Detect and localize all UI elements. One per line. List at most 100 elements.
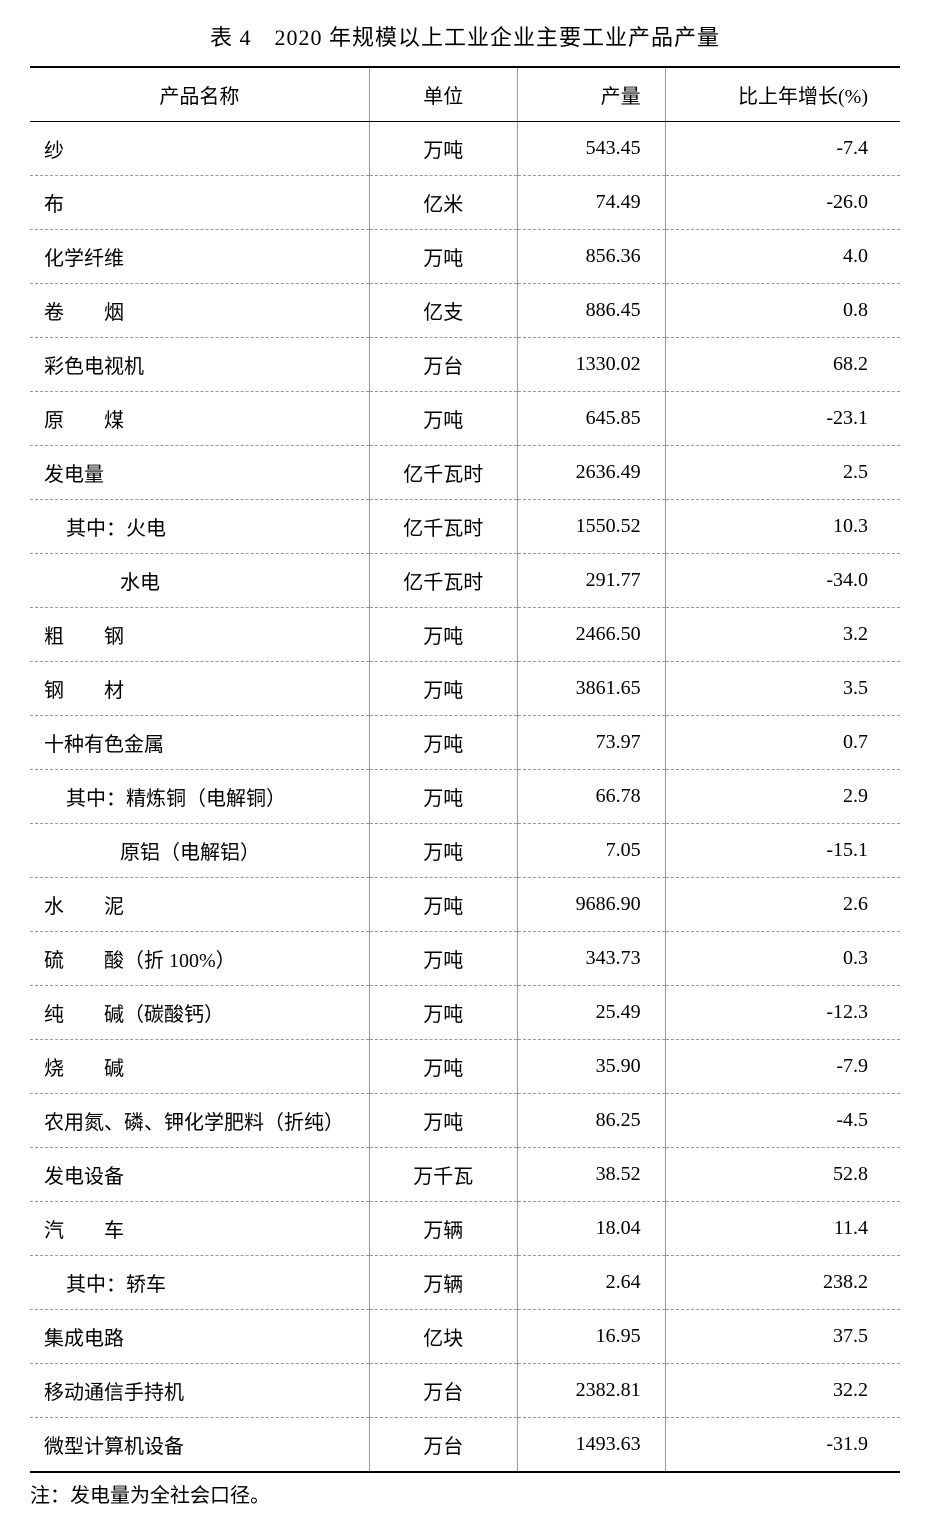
cell-unit: 万吨 (369, 932, 517, 986)
table-row: 十种有色金属万吨73.970.7 (30, 716, 900, 770)
cell-output: 35.90 (517, 1040, 665, 1094)
table-row: 钢 材万吨3861.653.5 (30, 662, 900, 716)
table-row: 其中：精炼铜（电解铜）万吨66.782.9 (30, 770, 900, 824)
cell-growth: -7.9 (665, 1040, 900, 1094)
cell-product-name: 其中：轿车 (30, 1256, 369, 1310)
cell-unit: 万吨 (369, 716, 517, 770)
cell-growth: 10.3 (665, 500, 900, 554)
cell-product-name: 移动通信手持机 (30, 1364, 369, 1418)
table-row: 卷 烟亿支886.450.8 (30, 284, 900, 338)
cell-growth: 11.4 (665, 1202, 900, 1256)
cell-growth: 2.6 (665, 878, 900, 932)
cell-unit: 亿块 (369, 1310, 517, 1364)
cell-product-name: 纯 碱（碳酸钙） (30, 986, 369, 1040)
table-row: 彩色电视机万台1330.0268.2 (30, 338, 900, 392)
col-header-unit: 单位 (369, 67, 517, 122)
cell-product-name: 十种有色金属 (30, 716, 369, 770)
cell-unit: 万吨 (369, 122, 517, 176)
cell-unit: 亿支 (369, 284, 517, 338)
cell-product-name: 发电量 (30, 446, 369, 500)
cell-unit: 万台 (369, 338, 517, 392)
cell-output: 886.45 (517, 284, 665, 338)
table-row: 布亿米74.49-26.0 (30, 176, 900, 230)
cell-growth: 32.2 (665, 1364, 900, 1418)
cell-unit: 亿千瓦时 (369, 500, 517, 554)
table-row: 纯 碱（碳酸钙）万吨25.49-12.3 (30, 986, 900, 1040)
cell-unit: 万吨 (369, 986, 517, 1040)
cell-output: 1330.02 (517, 338, 665, 392)
cell-output: 2382.81 (517, 1364, 665, 1418)
cell-output: 543.45 (517, 122, 665, 176)
cell-output: 74.49 (517, 176, 665, 230)
table-row: 水电亿千瓦时291.77-34.0 (30, 554, 900, 608)
cell-output: 86.25 (517, 1094, 665, 1148)
table-row: 其中：火电亿千瓦时1550.5210.3 (30, 500, 900, 554)
cell-growth: 2.5 (665, 446, 900, 500)
cell-unit: 亿千瓦时 (369, 554, 517, 608)
cell-growth: 0.3 (665, 932, 900, 986)
cell-growth: -26.0 (665, 176, 900, 230)
col-header-growth: 比上年增长(%) (665, 67, 900, 122)
table-header-row: 产品名称 单位 产量 比上年增长(%) (30, 67, 900, 122)
cell-product-name: 其中：火电 (30, 500, 369, 554)
cell-output: 73.97 (517, 716, 665, 770)
cell-product-name: 集成电路 (30, 1310, 369, 1364)
cell-unit: 万台 (369, 1418, 517, 1473)
table-row: 发电量亿千瓦时2636.492.5 (30, 446, 900, 500)
cell-product-name: 彩色电视机 (30, 338, 369, 392)
table-row: 移动通信手持机万台2382.8132.2 (30, 1364, 900, 1418)
cell-output: 1550.52 (517, 500, 665, 554)
cell-output: 18.04 (517, 1202, 665, 1256)
cell-product-name: 原 煤 (30, 392, 369, 446)
cell-unit: 万吨 (369, 1094, 517, 1148)
cell-product-name: 布 (30, 176, 369, 230)
cell-output: 66.78 (517, 770, 665, 824)
cell-product-name: 汽 车 (30, 1202, 369, 1256)
cell-output: 7.05 (517, 824, 665, 878)
cell-growth: 3.2 (665, 608, 900, 662)
cell-growth: 238.2 (665, 1256, 900, 1310)
table-row: 汽 车万辆18.0411.4 (30, 1202, 900, 1256)
cell-growth: 4.0 (665, 230, 900, 284)
cell-unit: 万辆 (369, 1202, 517, 1256)
table-row: 发电设备万千瓦38.5252.8 (30, 1148, 900, 1202)
cell-product-name: 硫 酸（折 100%） (30, 932, 369, 986)
cell-output: 291.77 (517, 554, 665, 608)
cell-output: 25.49 (517, 986, 665, 1040)
cell-product-name: 钢 材 (30, 662, 369, 716)
cell-unit: 亿米 (369, 176, 517, 230)
cell-growth: 68.2 (665, 338, 900, 392)
cell-output: 645.85 (517, 392, 665, 446)
table-row: 微型计算机设备万台1493.63-31.9 (30, 1418, 900, 1473)
table-row: 原铝（电解铝）万吨7.05-15.1 (30, 824, 900, 878)
cell-growth: 3.5 (665, 662, 900, 716)
col-header-product: 产品名称 (30, 67, 369, 122)
cell-growth: 52.8 (665, 1148, 900, 1202)
table-row: 农用氮、磷、钾化学肥料（折纯）万吨86.25-4.5 (30, 1094, 900, 1148)
table-row: 化学纤维万吨856.364.0 (30, 230, 900, 284)
cell-growth: -4.5 (665, 1094, 900, 1148)
cell-product-name: 农用氮、磷、钾化学肥料（折纯） (30, 1094, 369, 1148)
table-row: 烧 碱万吨35.90-7.9 (30, 1040, 900, 1094)
cell-unit: 万吨 (369, 608, 517, 662)
cell-unit: 亿千瓦时 (369, 446, 517, 500)
cell-growth: 37.5 (665, 1310, 900, 1364)
table-row: 水 泥万吨9686.902.6 (30, 878, 900, 932)
cell-product-name: 粗 钢 (30, 608, 369, 662)
cell-output: 3861.65 (517, 662, 665, 716)
cell-unit: 万吨 (369, 770, 517, 824)
cell-growth: -12.3 (665, 986, 900, 1040)
table-row: 硫 酸（折 100%）万吨343.730.3 (30, 932, 900, 986)
cell-output: 343.73 (517, 932, 665, 986)
industrial-products-table: 产品名称 单位 产量 比上年增长(%) 纱万吨543.45-7.4布亿米74.4… (30, 66, 900, 1473)
cell-output: 856.36 (517, 230, 665, 284)
cell-unit: 万吨 (369, 392, 517, 446)
cell-unit: 万吨 (369, 1040, 517, 1094)
cell-output: 2.64 (517, 1256, 665, 1310)
table-row: 粗 钢万吨2466.503.2 (30, 608, 900, 662)
cell-growth: -15.1 (665, 824, 900, 878)
cell-unit: 万吨 (369, 662, 517, 716)
col-header-output: 产量 (517, 67, 665, 122)
cell-growth: 2.9 (665, 770, 900, 824)
cell-output: 2636.49 (517, 446, 665, 500)
